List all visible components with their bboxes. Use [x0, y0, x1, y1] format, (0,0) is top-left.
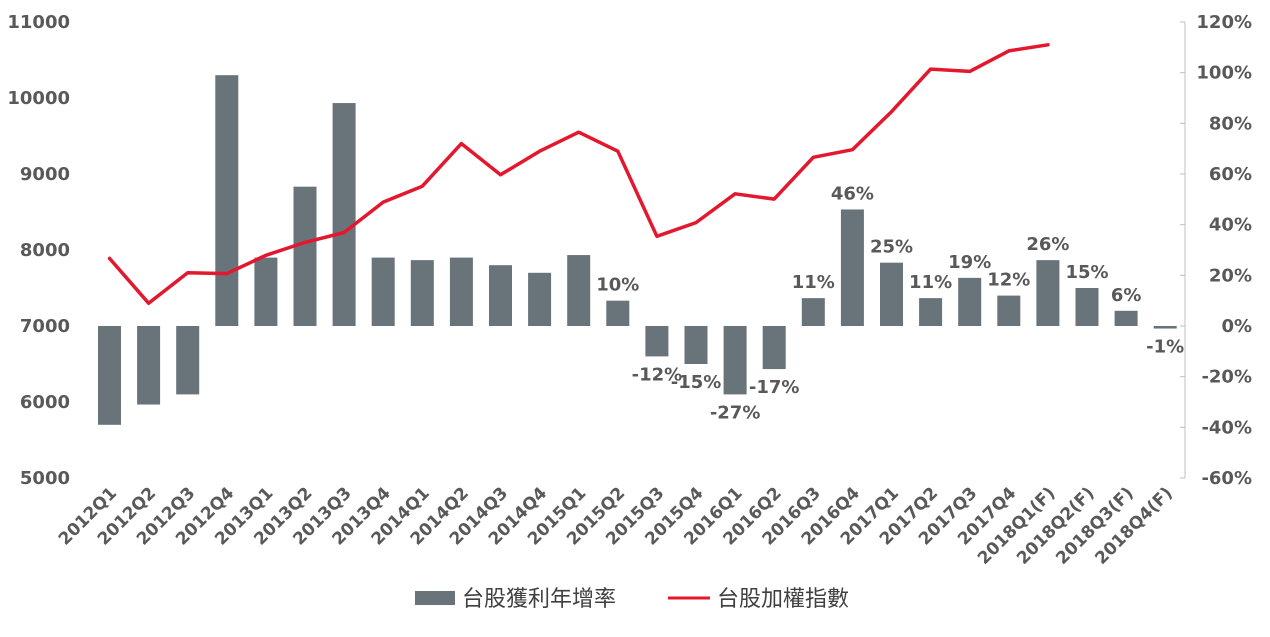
left-tick-label: 7000	[20, 316, 70, 337]
right-tick-label: -20%	[1201, 367, 1252, 388]
right-tick-label: 60%	[1209, 164, 1252, 185]
bar-data-labels: 10%-12%-15%-27%-17%11%46%25%11%19%12%26%…	[596, 183, 1184, 423]
bar	[98, 326, 121, 425]
bar	[997, 295, 1021, 326]
bar-data-label: 6%	[1111, 285, 1142, 306]
bar-data-label: -12%	[632, 364, 683, 385]
bar	[293, 186, 317, 326]
bar	[684, 326, 708, 364]
left-tick-label: 9000	[20, 164, 70, 185]
bar-data-label: 10%	[596, 275, 639, 296]
right-tick-label: 0%	[1221, 316, 1252, 337]
bar	[1075, 288, 1099, 326]
left-tick-label: 5000	[20, 468, 70, 489]
bar-data-label: -27%	[710, 402, 761, 423]
right-tick-label: 80%	[1209, 113, 1252, 134]
line-series	[107, 43, 1050, 305]
category-axis-labels: 2012Q12012Q22012Q32012Q42013Q12013Q22013…	[55, 483, 1177, 568]
bar-data-label: 25%	[870, 237, 913, 258]
bar-data-label: 12%	[987, 270, 1030, 291]
bar	[919, 298, 943, 326]
bar-data-label: -15%	[671, 372, 722, 393]
bar-data-label: -17%	[749, 377, 800, 398]
bar-data-label: -1%	[1146, 337, 1184, 358]
right-tick-label: -40%	[1201, 417, 1252, 438]
bar	[332, 103, 356, 326]
bar	[410, 260, 434, 326]
bar	[645, 326, 669, 357]
bar-data-label: 15%	[1065, 262, 1108, 283]
left-tick-label: 10000	[7, 88, 70, 109]
bar	[215, 75, 239, 326]
bar	[880, 262, 903, 326]
legend: 台股獲利年增率 台股加權指數	[415, 587, 849, 612]
left-tick-label: 8000	[20, 240, 70, 261]
right-tick-label: -60%	[1201, 468, 1252, 489]
right-axis-ticks: 120% 100% 80% 60% 40% 20% 0% -20% -40% -60%	[1180, 12, 1252, 489]
bar	[489, 265, 512, 326]
bar	[762, 326, 786, 370]
right-tick-label: 40%	[1209, 215, 1252, 236]
left-tick-label: 6000	[20, 392, 70, 413]
right-tick-label: 100%	[1196, 63, 1252, 84]
bar-series	[98, 75, 1177, 425]
legend-line-label: 台股加權指數	[717, 587, 849, 612]
bar	[1036, 260, 1060, 326]
bar-data-label: 46%	[831, 183, 874, 204]
bar	[723, 326, 747, 395]
bar	[137, 326, 161, 405]
bar	[1114, 310, 1138, 326]
bar-data-label: 19%	[948, 252, 991, 273]
left-axis-ticks: 11000 10000 9000 8000 7000 6000 5000	[7, 12, 70, 489]
bar	[1153, 326, 1177, 329]
legend-bar-swatch	[415, 591, 455, 605]
legend-bar-label: 台股獲利年增率	[462, 587, 616, 612]
bar	[840, 209, 864, 326]
bar	[176, 326, 200, 395]
bar	[958, 277, 982, 326]
left-tick-label: 11000	[7, 12, 70, 33]
bar	[449, 257, 473, 326]
bar-data-label: 26%	[1026, 234, 1069, 255]
right-tick-label: 20%	[1209, 265, 1252, 286]
bar	[801, 298, 825, 326]
bar	[606, 300, 630, 326]
bar-data-label: 11%	[909, 272, 952, 293]
bar	[371, 257, 395, 326]
bar-data-label: 11%	[792, 272, 835, 293]
bar	[528, 272, 552, 326]
bar	[254, 257, 278, 326]
right-tick-label: 120%	[1196, 12, 1252, 33]
bar	[567, 255, 591, 326]
index-line	[107, 43, 1050, 305]
